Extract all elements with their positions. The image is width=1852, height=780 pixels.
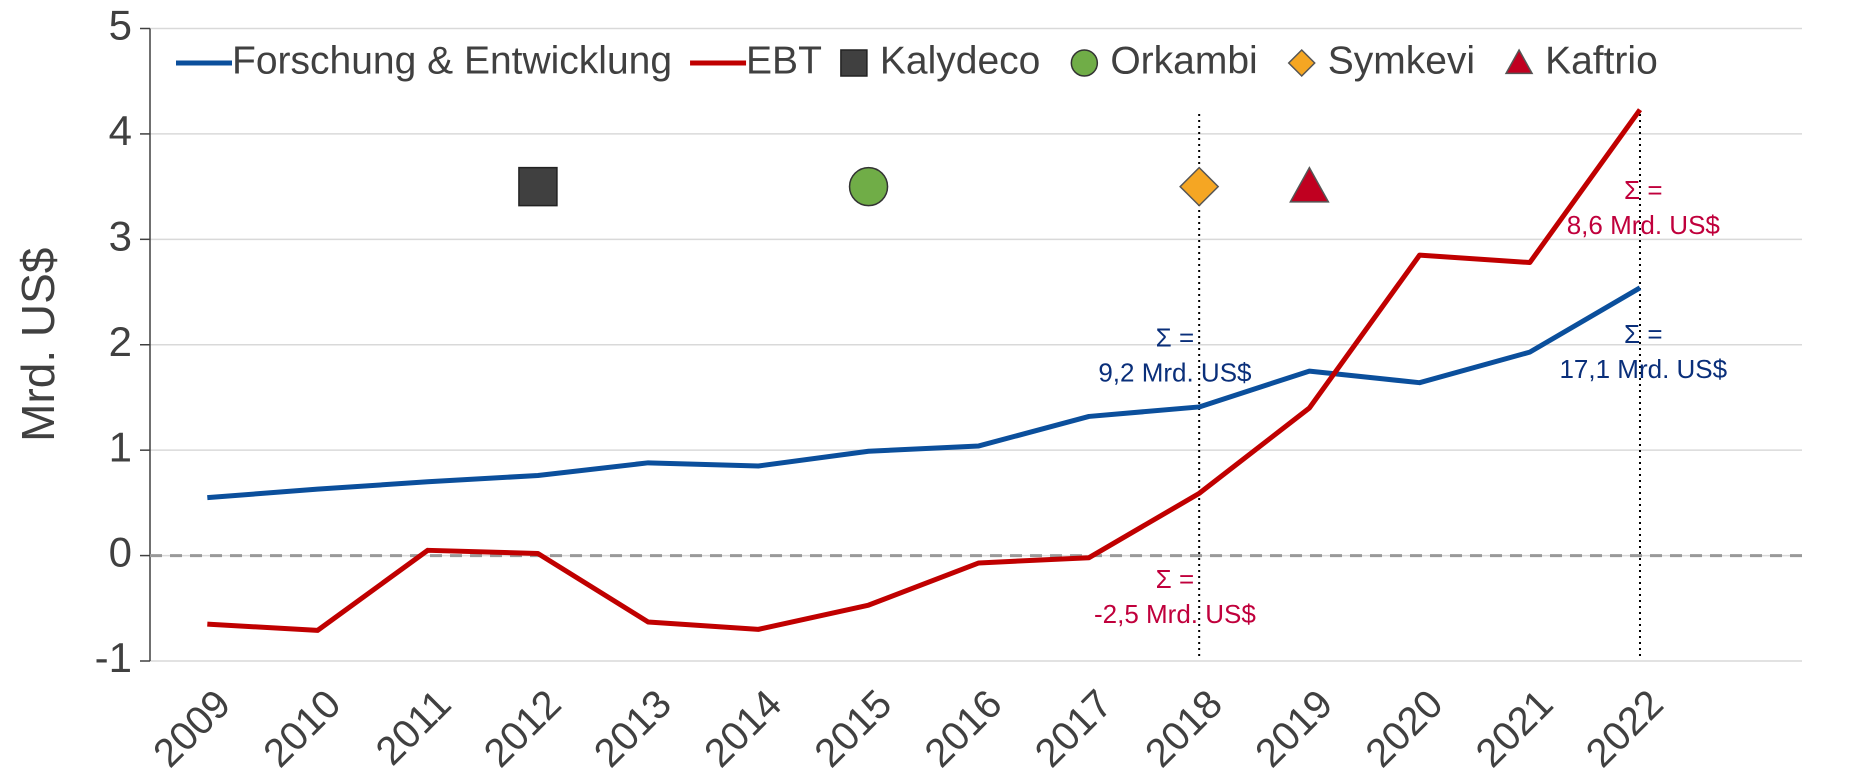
annotation: Σ = xyxy=(1624,175,1662,205)
annotation: 8,6 Mrd. US$ xyxy=(1567,210,1721,240)
y-tick-label: 0 xyxy=(109,529,132,576)
annotation: Σ = xyxy=(1156,322,1194,352)
y-axis-label: Mrd. US$ xyxy=(12,248,64,442)
legend-swatch xyxy=(840,49,868,77)
legend-label: EBT xyxy=(746,39,822,82)
x-tick-label: 2014 xyxy=(696,682,790,776)
y-tick-label: 1 xyxy=(109,423,132,470)
legend-swatch xyxy=(1287,48,1316,78)
x-tick-label: 2018 xyxy=(1137,682,1231,776)
legend-swatch xyxy=(1070,49,1099,77)
marker xyxy=(848,166,889,207)
x-tick-label: 2010 xyxy=(255,682,349,776)
y-tick-label: 4 xyxy=(109,107,132,154)
annotation: 9,2 Mrd. US$ xyxy=(1098,357,1252,387)
annotation: Σ = xyxy=(1624,319,1662,349)
legend-label: Orkambi xyxy=(1110,39,1257,82)
legend-label: Kalydeco xyxy=(880,39,1040,82)
x-tick-label: 2013 xyxy=(586,682,680,776)
data-line xyxy=(207,285,1642,501)
x-tick-label: 2020 xyxy=(1357,682,1451,776)
marker xyxy=(1289,166,1330,203)
annotation: 17,1 Mrd. US$ xyxy=(1559,354,1727,384)
x-tick-label: 2009 xyxy=(145,682,239,776)
marker xyxy=(1179,166,1220,207)
x-tick-label: 2022 xyxy=(1578,682,1672,776)
y-tick-label: 5 xyxy=(109,2,132,49)
annotation: Σ = xyxy=(1156,564,1194,594)
legend-swatch xyxy=(1504,48,1534,75)
x-tick-label: 2017 xyxy=(1027,682,1121,776)
data-line xyxy=(207,108,1643,633)
x-tick-label: 2021 xyxy=(1468,682,1562,776)
legend-label: Symkevi xyxy=(1328,39,1475,82)
x-tick-label: 2019 xyxy=(1247,682,1341,776)
x-tick-label: 2011 xyxy=(368,682,460,774)
legend: Forschung & Entwicklung EBT Kalydeco Orkamb… xyxy=(176,39,1658,82)
y-tick-label: 2 xyxy=(109,318,132,365)
x-tick-label: 2012 xyxy=(476,682,570,776)
legend-label: Kaftrio xyxy=(1545,39,1658,82)
marker xyxy=(518,166,558,207)
x-tick-label: 2016 xyxy=(917,682,1011,776)
x-tick-label: 2015 xyxy=(806,682,900,776)
annotation: -2,5 Mrd. US$ xyxy=(1094,599,1256,629)
y-tick-label: -1 xyxy=(95,634,132,681)
legend-label: Forschung & Entwicklung xyxy=(232,39,672,82)
y-tick-label: 3 xyxy=(109,212,132,259)
